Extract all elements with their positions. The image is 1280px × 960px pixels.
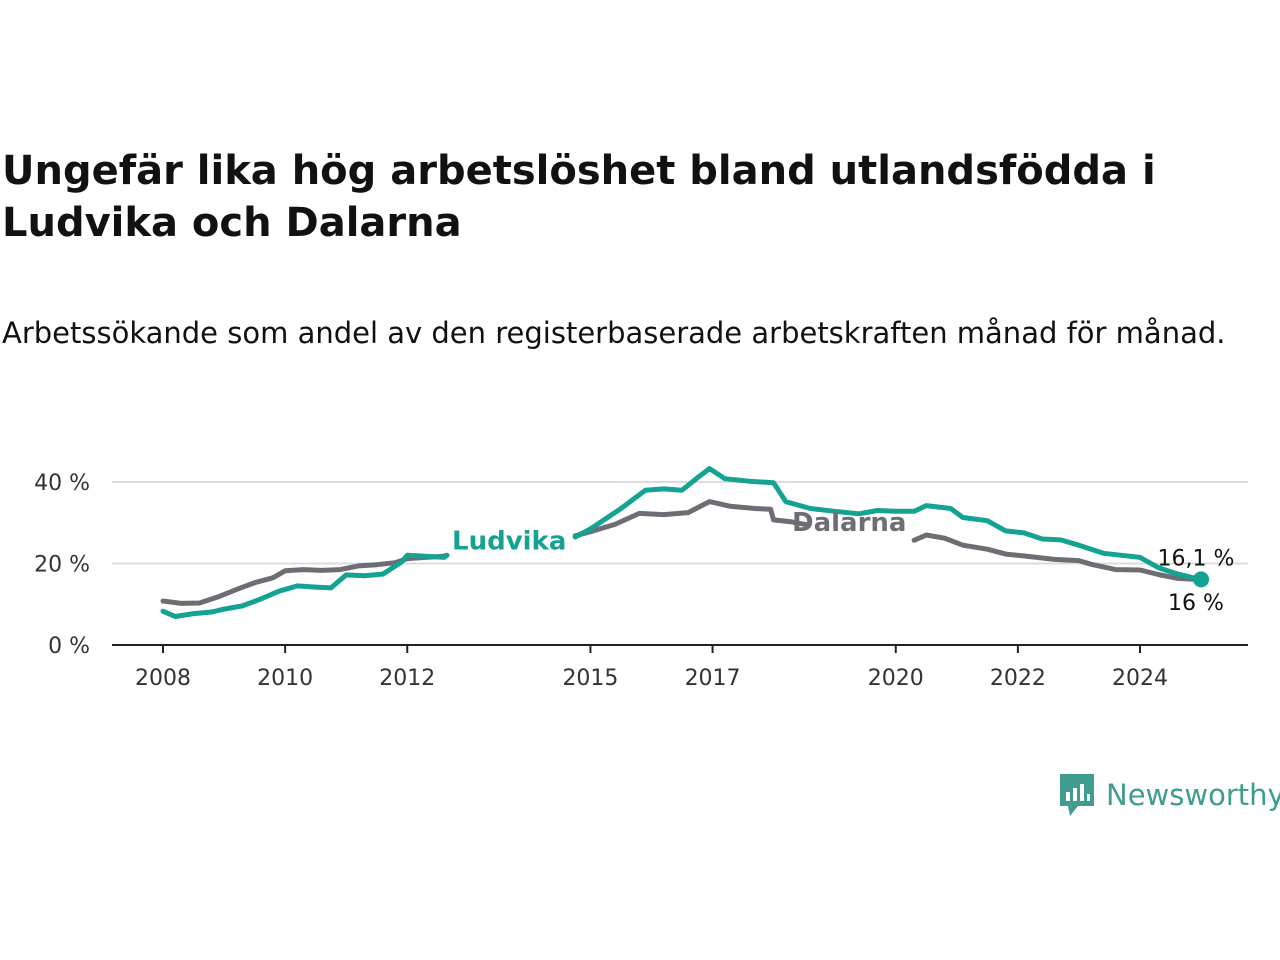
chart-subtitle: Arbetssökande som andel av den registerb… bbox=[2, 316, 1226, 350]
series-label-dalarna: Dalarna bbox=[792, 508, 906, 538]
newsworthy-logo: Newsworthy bbox=[1058, 772, 1280, 818]
x-tick-label: 2010 bbox=[257, 666, 313, 691]
series-label-ludvika: Ludvika bbox=[452, 526, 566, 556]
grid-lines bbox=[112, 481, 1248, 565]
y-tick-label: 20 % bbox=[34, 553, 90, 578]
x-tick-label: 2024 bbox=[1112, 666, 1168, 691]
x-tick-label: 2020 bbox=[868, 666, 924, 691]
series-line-ludvika bbox=[572, 466, 1204, 582]
x-tick-label: 2015 bbox=[562, 666, 618, 691]
x-tick-label: 2022 bbox=[990, 666, 1046, 691]
end-label-dalarna: 16 % bbox=[1168, 591, 1224, 616]
series-line-dalarna bbox=[572, 499, 810, 539]
axes: 0 % 20 % 40 % 2008 2010 2012 2015 2017 2020 2022 2… bbox=[34, 471, 1248, 691]
series-line-dalarna bbox=[160, 552, 450, 606]
series-line-dalarna bbox=[911, 532, 1204, 583]
x-tick-label: 2017 bbox=[685, 666, 741, 691]
y-tick-label: 40 % bbox=[34, 471, 90, 496]
series-line-ludvika bbox=[160, 552, 450, 619]
line-chart: 0 % 20 % 40 % 2008 2010 2012 2015 2017 2020 2022 2… bbox=[34, 466, 1248, 691]
y-tick-label: 0 % bbox=[48, 634, 90, 659]
endpoint-dot-ludvika bbox=[1193, 571, 1210, 588]
series-labels: Ludvika Dalarna 16,1 % 16 % bbox=[452, 508, 1234, 616]
series-lines bbox=[160, 466, 1210, 619]
bar-chart-logo-icon bbox=[1060, 774, 1094, 816]
x-tick-label: 2008 bbox=[135, 666, 191, 691]
brand-name: Newsworthy bbox=[1106, 778, 1280, 812]
chart-title: Ungefär lika hög arbetslöshet bland utla… bbox=[2, 148, 1156, 246]
end-label-ludvika: 16,1 % bbox=[1158, 546, 1235, 571]
x-tick-label: 2012 bbox=[379, 666, 435, 691]
